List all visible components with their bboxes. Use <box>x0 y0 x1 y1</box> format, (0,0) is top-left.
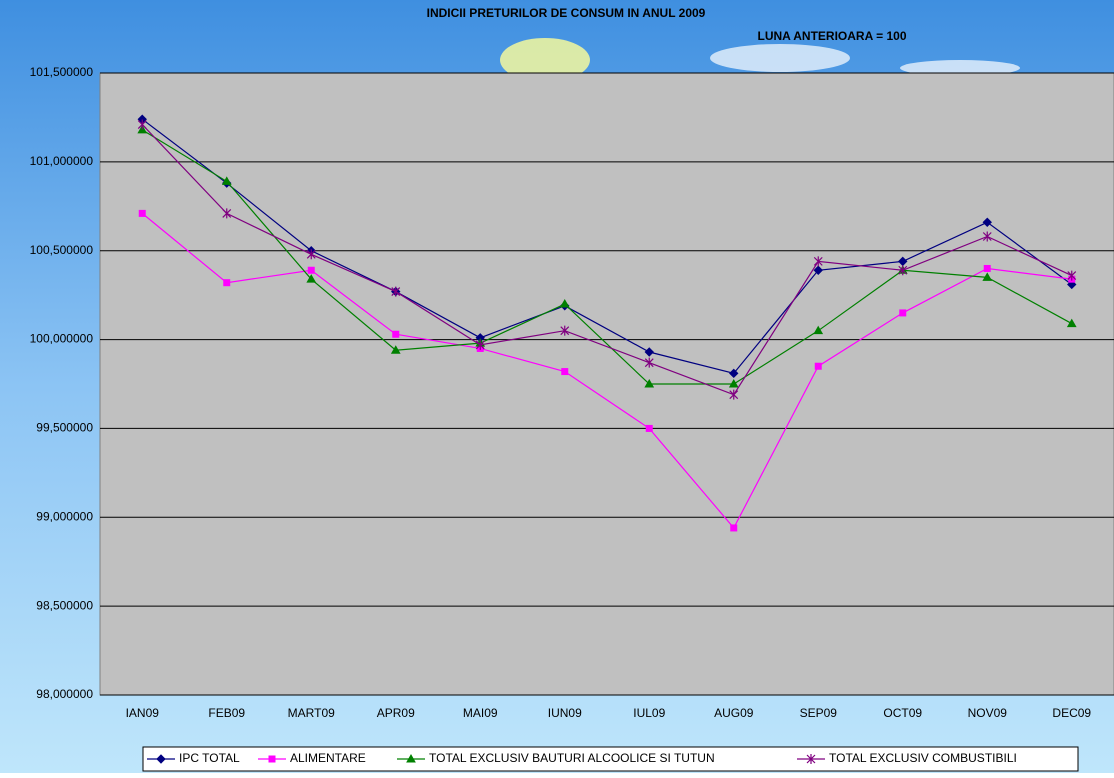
x-tick-label: IUN09 <box>548 706 582 720</box>
marker <box>561 368 569 376</box>
marker <box>983 264 991 272</box>
marker <box>223 279 231 287</box>
x-tick-label: DEC09 <box>1052 706 1091 720</box>
marker <box>982 272 993 281</box>
legend-label: TOTAL EXCLUSIV COMBUSTIBILI <box>829 751 1017 765</box>
cloud <box>900 60 1020 76</box>
y-tick-label: 99,500000 <box>36 421 93 435</box>
plot-area <box>99 72 1114 696</box>
legend-label: ALIMENTARE <box>290 751 366 765</box>
legend <box>142 746 1079 772</box>
marker <box>729 389 739 400</box>
y-tick-label: 98,000000 <box>36 687 93 701</box>
marker <box>306 249 316 260</box>
marker <box>475 339 485 350</box>
marker <box>898 265 908 276</box>
marker <box>644 347 654 357</box>
y-tick-label: 100,000000 <box>30 332 94 346</box>
marker <box>391 286 401 297</box>
series-line <box>141 212 1072 530</box>
marker <box>728 378 739 388</box>
x-tick-label: SEP09 <box>800 706 838 720</box>
marker <box>560 325 570 336</box>
marker <box>156 754 166 764</box>
marker <box>813 325 824 335</box>
y-tick-label: 98,500000 <box>36 598 93 612</box>
x-tick-label: MAI09 <box>463 706 498 720</box>
x-tick-label: NOV09 <box>968 706 1008 720</box>
marker <box>221 176 232 185</box>
marker <box>138 209 146 217</box>
marker <box>406 753 416 763</box>
series-line <box>141 124 1073 396</box>
marker <box>390 345 401 354</box>
series-line <box>141 129 1073 385</box>
marker <box>644 378 655 388</box>
legend-label: TOTAL EXCLUSIV BAUTURI ALCOOLICE SI TUTU… <box>429 751 715 765</box>
marker <box>806 754 816 764</box>
marker <box>1067 270 1077 281</box>
x-tick-label: OCT09 <box>883 706 922 720</box>
marker <box>559 299 570 308</box>
y-tick-label: 99,000000 <box>36 509 93 523</box>
series-line <box>141 118 1073 375</box>
marker <box>645 424 653 432</box>
chart-title: INDICII PRETURILOR DE CONSUM IN ANUL 200… <box>427 6 706 20</box>
marker <box>306 274 317 283</box>
marker <box>899 309 907 317</box>
marker <box>730 524 738 532</box>
y-tick-label: 101,000000 <box>30 154 94 168</box>
x-tick-label: APR09 <box>377 706 415 720</box>
x-tick-label: IAN09 <box>126 706 160 720</box>
marker <box>1066 318 1077 328</box>
marker <box>268 755 276 763</box>
marker <box>729 368 739 379</box>
y-tick-label: 101,500000 <box>30 65 94 79</box>
marker <box>982 217 992 227</box>
marker <box>644 357 654 368</box>
marker <box>813 265 823 275</box>
marker <box>222 208 232 219</box>
cloud <box>710 44 850 72</box>
x-tick-label: FEB09 <box>208 706 245 720</box>
marker <box>392 330 400 338</box>
x-tick-label: AUG09 <box>714 706 754 720</box>
y-tick-label: 100,500000 <box>30 243 94 257</box>
marker <box>982 231 992 242</box>
marker <box>137 119 147 130</box>
marker <box>814 362 822 370</box>
sun <box>500 38 590 82</box>
legend-label: IPC TOTAL <box>179 751 240 765</box>
x-tick-label: IUL09 <box>633 706 665 720</box>
x-tick-label: MART09 <box>288 706 335 720</box>
marker <box>813 256 823 267</box>
marker <box>307 266 315 274</box>
chart-subtitle: LUNA ANTERIOARA = 100 <box>757 29 906 43</box>
